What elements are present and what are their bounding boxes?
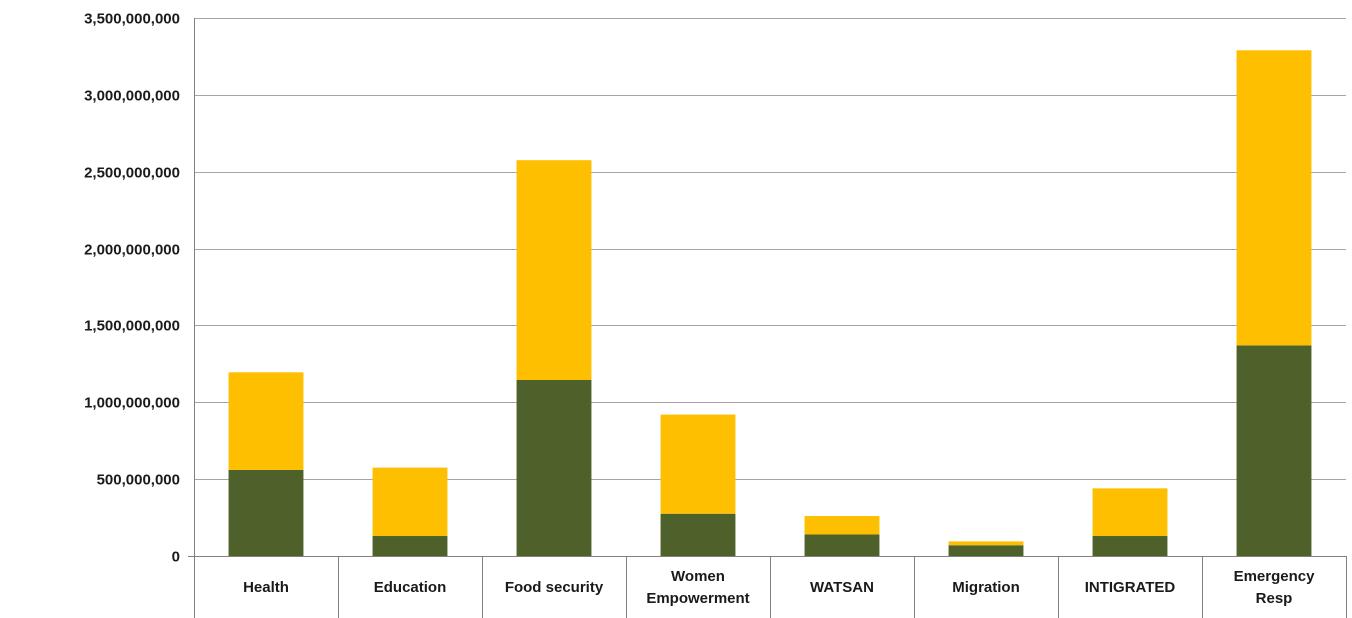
x-tick-label: INTIGRATED [1085,579,1176,596]
bar-segment [372,467,448,537]
gridlines [194,18,1346,480]
bar-segment [804,516,880,535]
bar-segment [804,534,880,556]
x-tick-label: WATSAN [810,579,874,596]
bar-segment [516,379,592,556]
x-tick-label: Emergency Resp [1234,568,1316,607]
axes [188,18,1347,618]
y-tick-label: 1,500,000,000 [84,318,180,335]
y-tick-label: 1,000,000,000 [84,395,180,412]
bar-segment [1236,50,1312,346]
bar-segment [1236,345,1312,556]
bars [228,50,1312,556]
tick-labels: 0 500,000,000 1,000,000,000 1,500,000,000 2,… [84,11,1315,608]
x-tick-label: Health [243,579,289,596]
y-tick-label: 0 [172,549,180,566]
bar-segment [948,541,1024,546]
bar-segment [660,513,736,556]
bar-segment [516,160,592,380]
y-tick-label: 3,500,000,000 [84,11,180,28]
bar-segment [372,536,448,556]
y-tick-label: 2,500,000,000 [84,165,180,182]
y-tick-label: 2,000,000,000 [84,242,180,259]
y-tick-label: 500,000,000 [97,472,180,489]
bar-segment [1092,488,1168,537]
y-tick-label: 3,000,000,000 [84,88,180,105]
bar-segment [948,545,1024,556]
x-tick-label: Migration [952,579,1020,596]
x-tick-label: Education [374,579,447,596]
bar-segment [228,372,304,470]
x-tick-label: Women Empowerment [646,568,749,607]
bar-segment [1092,536,1168,556]
bar-segment [660,414,736,514]
x-tick-label: Food security [505,579,604,596]
bar-segment [228,469,304,556]
